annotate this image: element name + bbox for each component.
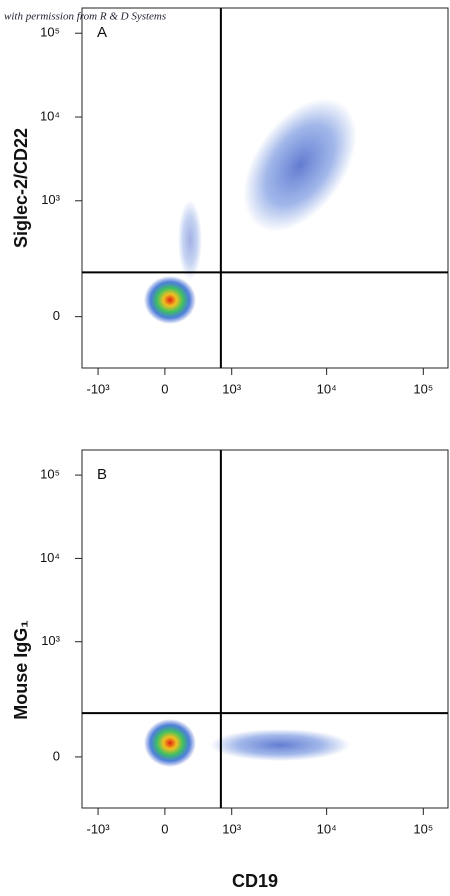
note: with permission from R & D Systems [4, 11, 166, 23]
y-tick-label: 10³ [41, 633, 60, 648]
density-clouds [144, 98, 357, 767]
y-tick-label: 10⁵ [40, 467, 60, 482]
y-tick-label: 10⁵ [40, 25, 60, 40]
y-tick-label: 0 [53, 308, 60, 323]
plot-frame [81, 7, 449, 369]
plot-frame [81, 449, 449, 809]
y-tick-label: 10⁴ [40, 550, 60, 565]
x-tick-label: 10⁴ [317, 821, 337, 836]
x-axis-label: CD19 [232, 871, 278, 891]
x-tick-label: 0 [161, 381, 168, 396]
y-tick-label: 10⁴ [40, 108, 60, 123]
x-tick-label: -10³ [87, 821, 111, 836]
x-tick-label: 10⁵ [413, 381, 433, 396]
y-axis-label: Mouse IgG₁ [11, 620, 31, 719]
y-axis-label: Siglec-2/CD22 [11, 128, 31, 248]
x-tick-label: 0 [161, 821, 168, 836]
panel-label: B [97, 466, 107, 483]
x-tick-label: -10³ [87, 381, 111, 396]
y-tick-label: 0 [53, 748, 60, 763]
x-tick-label: 10³ [222, 381, 241, 396]
panel-label: A [97, 24, 107, 41]
x-tick-label: 10⁵ [413, 821, 433, 836]
y-tick-label: 10³ [41, 192, 60, 207]
x-tick-label: 10⁴ [317, 381, 337, 396]
x-tick-label: 10³ [222, 821, 241, 836]
